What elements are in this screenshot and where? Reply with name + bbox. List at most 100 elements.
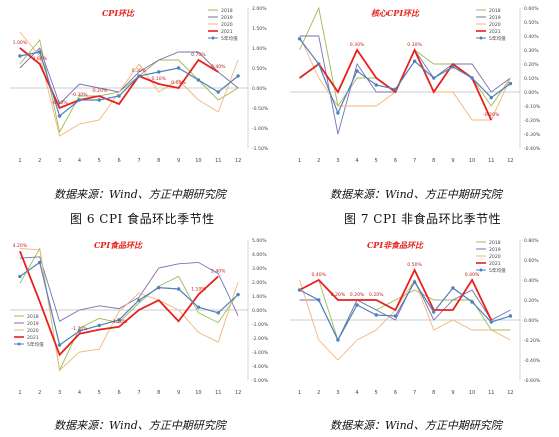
series-line-2018 xyxy=(19,38,239,134)
x-tick-label: 6 xyxy=(117,158,120,164)
data-label: 0.70% xyxy=(191,52,206,58)
x-tick-label: 3 xyxy=(58,158,61,164)
data-label: -1.20% xyxy=(111,319,128,325)
series-point-5y-avg xyxy=(137,298,141,302)
series-line-5年均值 xyxy=(299,38,511,115)
chart-core-cpi-mom-svg: 0.60% 0.50% 0.40% 0.30% 0.20% 0.10% 0.00% -0.10… xyxy=(290,6,541,164)
legend-label: 2019 xyxy=(489,15,501,21)
series-point-5y-avg xyxy=(393,87,398,91)
series-point-5y-avg xyxy=(336,338,340,342)
series-line-2021 xyxy=(19,47,219,110)
y-tick-label: 0.20% xyxy=(524,62,539,68)
legend-label: 2020 xyxy=(489,22,501,28)
legend-label: 2018 xyxy=(489,240,501,246)
y-tick-label: -0.60% xyxy=(524,378,541,384)
series-line-5年均值 xyxy=(19,51,239,118)
series-point-5y-avg xyxy=(336,111,340,115)
data-label: 0.20% xyxy=(350,292,365,298)
x-tick-label: 4 xyxy=(78,158,81,164)
series-point-5y-avg xyxy=(216,311,220,315)
data-label: -0.30% xyxy=(71,92,88,98)
x-tick-label: 11 xyxy=(488,158,494,164)
series-point-5y-avg xyxy=(38,260,42,265)
y-tick-label: -0.30% xyxy=(524,132,541,138)
y-tick-label: -1.50% xyxy=(252,146,269,152)
x-tick-label: 8 xyxy=(157,390,160,396)
legend-label: 5年均值 xyxy=(489,35,506,42)
x-tick-label: 2 xyxy=(38,390,41,396)
x-tick-label: 9 xyxy=(177,158,180,164)
data-label: 0.50% xyxy=(407,262,422,268)
x-tick-label: 12 xyxy=(235,390,241,396)
series-point-5y-avg xyxy=(157,285,161,290)
legend-marker xyxy=(479,268,483,272)
x-tick-label: 2 xyxy=(317,390,320,396)
series-line-2021 xyxy=(19,250,219,357)
series-point-5y-avg xyxy=(18,274,22,279)
x-tick-label: 5 xyxy=(375,390,378,396)
series-point-5y-avg xyxy=(236,292,240,297)
data-label: 0.30% xyxy=(132,68,147,74)
y-tick-label: 0.50% xyxy=(524,20,539,26)
series-point-5y-avg xyxy=(508,314,513,318)
x-tick-label: 9 xyxy=(177,390,180,396)
x-tick-label: 5 xyxy=(375,158,378,164)
series-point-5y-avg xyxy=(117,318,121,322)
y-tick-label: -0.20% xyxy=(524,338,541,344)
legend-label: 2020 xyxy=(221,22,233,28)
series-point-5y-avg xyxy=(393,314,398,318)
x-tick-label: 10 xyxy=(469,390,475,396)
legend-label: 2020 xyxy=(489,254,501,260)
series-point-5y-avg xyxy=(196,305,201,309)
legend-label: 2021 xyxy=(221,29,233,35)
chart-cpi-nonfood-mom-svg: 0.80% 0.60% 0.40% 0.20% 0.00% -0.20% -0.40% -0.… xyxy=(290,238,541,396)
data-label: 0.40% xyxy=(311,272,326,278)
x-tick-label: 1 xyxy=(298,158,301,164)
y-tick-label: 1.00% xyxy=(252,294,267,300)
x-tick-label: 3 xyxy=(336,158,339,164)
legend-label: 5年均值 xyxy=(27,341,44,348)
y-tick-label: 4.00% xyxy=(252,252,267,258)
y-tick-label: 1.50% xyxy=(252,26,267,32)
x-tick-label: 6 xyxy=(117,390,120,396)
y-tick-label: -3.00% xyxy=(252,350,269,356)
y-tick-label: 3.00% xyxy=(252,266,267,272)
series-point-5y-avg xyxy=(216,90,220,94)
y-tick-label: -1.00% xyxy=(252,322,269,328)
x-tick-label: 6 xyxy=(394,158,397,164)
x-tick-label: 7 xyxy=(413,390,416,396)
y-tick-label: -0.40% xyxy=(524,358,541,364)
series-point-5y-avg xyxy=(451,65,455,69)
series-point-5y-avg xyxy=(317,298,321,302)
x-tick-label: 5 xyxy=(98,158,101,164)
chart-core-cpi-mom: 0.60% 0.50% 0.40% 0.30% 0.20% 0.10% 0.00% -0.10… xyxy=(280,0,559,175)
data-label: 2.40% xyxy=(211,268,226,274)
x-tick-label: 12 xyxy=(507,390,513,396)
y-tick-label: -2.00% xyxy=(252,336,269,342)
series-line-2020 xyxy=(19,31,239,137)
data-label: 0.20% xyxy=(331,292,346,298)
legend-label: 2020 xyxy=(27,328,39,334)
series-point-5y-avg xyxy=(412,280,417,284)
x-tick-label: 10 xyxy=(195,390,201,396)
chart-title: 核心CPI环比 xyxy=(371,8,420,18)
y-tick-label: 0.00% xyxy=(524,90,539,96)
chart-title: CPI环比 xyxy=(102,8,135,18)
x-tick-label: 3 xyxy=(58,390,61,396)
x-tick-label: 12 xyxy=(507,158,513,164)
data-label: -1.70% xyxy=(71,326,88,332)
legend-marker xyxy=(479,36,483,40)
legend-marker xyxy=(17,342,21,346)
y-tick-label: 1.00% xyxy=(252,46,267,52)
data-label: 4.20% xyxy=(13,243,28,249)
legend-label: 2018 xyxy=(489,8,501,14)
x-tick-label: 4 xyxy=(355,390,358,396)
x-tick-label: 8 xyxy=(432,390,435,396)
figure-7-caption: 图 7 CPI 非食品环比季节性 xyxy=(344,212,502,226)
data-label: -0.20% xyxy=(91,88,108,94)
series-line-5年均值 xyxy=(299,280,511,342)
y-tick-label: -5.00% xyxy=(252,378,269,384)
series-point-5y-avg xyxy=(297,288,302,292)
series-point-5y-avg xyxy=(374,83,378,87)
source-note-2: 数据来源：Wind、方正中期研究院 xyxy=(330,188,502,201)
